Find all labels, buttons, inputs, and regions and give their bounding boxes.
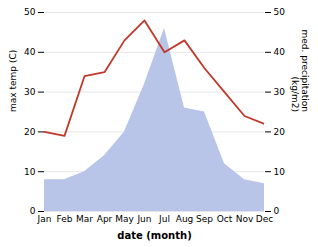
svg-text:0: 0	[274, 206, 280, 216]
svg-text:Sep: Sep	[196, 214, 213, 224]
svg-text:30: 30	[24, 87, 36, 97]
svg-text:date (month): date (month)	[117, 230, 191, 241]
svg-text:20: 20	[274, 127, 286, 137]
svg-text:40: 40	[24, 47, 36, 57]
svg-text:max temp (C): max temp (C)	[8, 50, 18, 112]
svg-text:Nov: Nov	[236, 214, 254, 224]
svg-text:50: 50	[24, 7, 36, 17]
svg-text:med. precipitation(kg/m2): med. precipitation(kg/m2)	[290, 30, 310, 112]
svg-text:Feb: Feb	[57, 214, 73, 224]
svg-text:0: 0	[30, 206, 36, 216]
svg-text:Jul: Jul	[158, 214, 170, 224]
svg-text:50: 50	[274, 7, 286, 17]
svg-text:Mar: Mar	[76, 214, 93, 224]
svg-text:10: 10	[274, 167, 286, 177]
svg-text:Apr: Apr	[97, 214, 113, 224]
svg-text:Aug: Aug	[176, 214, 194, 224]
svg-text:30: 30	[274, 87, 286, 97]
svg-text:May: May	[115, 214, 134, 224]
svg-text:20: 20	[24, 127, 36, 137]
svg-text:40: 40	[274, 47, 286, 57]
svg-text:Jan: Jan	[37, 214, 52, 224]
svg-text:Dec: Dec	[256, 214, 273, 224]
svg-text:Jun: Jun	[136, 214, 151, 224]
svg-text:Oct: Oct	[217, 214, 233, 224]
svg-text:10: 10	[24, 167, 36, 177]
